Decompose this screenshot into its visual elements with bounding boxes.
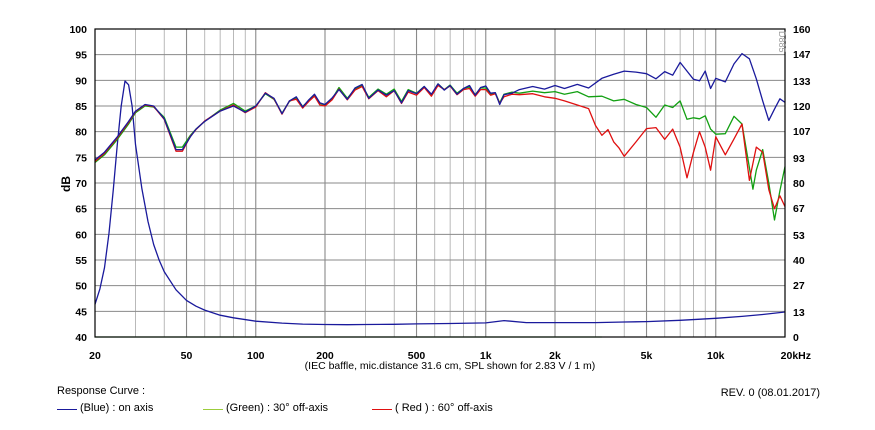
chart-footer: Response Curve : REV. 0 (08.01.2017) (Bl…	[0, 378, 875, 430]
x-tick-label: 200	[316, 350, 334, 362]
y2-tick-label: 160	[793, 24, 811, 36]
y2-tick-labels: 160 147 133 120 107 93 80 67 53 40 27 13 0	[793, 24, 811, 344]
y2-tick-label: 147	[793, 49, 811, 61]
y-tick-label: 75	[75, 152, 87, 164]
series-line--blue-on-axis	[94, 52, 786, 161]
y-tick-label: 70	[75, 178, 87, 190]
y2-tick-label: 53	[793, 230, 805, 242]
chart-curves	[94, 52, 786, 338]
frequency-response-chart: 20 50 100 200 500 1k 2k 5k 10k 20kHz 100959085807…	[59, 24, 811, 372]
x-tick-label: 20	[89, 350, 101, 362]
x-tick-labels: 20 50 100 200 500 1k 2k 5k 10k 20kHz	[89, 350, 811, 362]
legend-red-swatch	[372, 409, 392, 410]
y2-tick-label: 27	[793, 280, 805, 292]
x-tick-label: 50	[181, 350, 193, 362]
y-tick-label: 40	[75, 332, 87, 344]
y-tick-label: 45	[75, 306, 87, 318]
corner-mark: D885	[777, 31, 787, 53]
legend-red-label: ( Red ) : 60° off-axis	[395, 402, 493, 414]
y2-tick-label: 0	[793, 332, 799, 344]
legend-blue-label: (Blue) : on axis	[80, 402, 154, 414]
response-curve-label: Response Curve :	[57, 385, 146, 397]
revision-label: REV. 0 (08.01.2017)	[720, 387, 820, 399]
y2-tick-label: 13	[793, 307, 805, 319]
x-tick-label: 20kHz	[781, 350, 811, 362]
chart-grid	[95, 29, 785, 337]
y-tick-label: 85	[75, 101, 87, 113]
x-tick-label: 2k	[549, 350, 561, 362]
y2-tick-label: 93	[793, 153, 805, 165]
y2-tick-label: 67	[793, 203, 805, 215]
y2-tick-label: 107	[793, 126, 811, 138]
y-tick-label: 95	[75, 50, 87, 62]
plot-frame	[94, 28, 786, 338]
legend-green-swatch	[203, 409, 223, 410]
x-tick-label: 10k	[707, 350, 725, 362]
y-axis-label: dB	[59, 176, 73, 192]
x-tick-label: 1k	[480, 350, 492, 362]
y-tick-label: 65	[75, 204, 87, 216]
y2-tick-label: 120	[793, 101, 811, 113]
chart-caption: (IEC baffle, mic.distance 31.6 cm, SPL s…	[305, 360, 596, 372]
y2-tick-label: 80	[793, 178, 805, 190]
x-tick-label: 5k	[641, 350, 653, 362]
y2-tick-label: 40	[793, 255, 805, 267]
y-tick-label: 80	[75, 127, 87, 139]
legend-blue-swatch	[57, 409, 77, 410]
y-tick-label: 100	[69, 24, 87, 36]
y-tick-label: 60	[75, 229, 87, 241]
y-tick-label: 90	[75, 75, 87, 87]
x-tick-label: 100	[247, 350, 265, 362]
x-tick-label: 500	[408, 350, 426, 362]
y2-tick-label: 133	[793, 76, 811, 88]
legend-green-label: (Green) : 30° off-axis	[226, 402, 329, 414]
series-line-impedance	[94, 80, 786, 326]
y-tick-label: 55	[75, 255, 87, 267]
y-tick-label: 50	[75, 281, 87, 293]
y-tick-labels: 100 95 90 85 80 75 70 65 60 55 50 45 40	[69, 24, 87, 344]
